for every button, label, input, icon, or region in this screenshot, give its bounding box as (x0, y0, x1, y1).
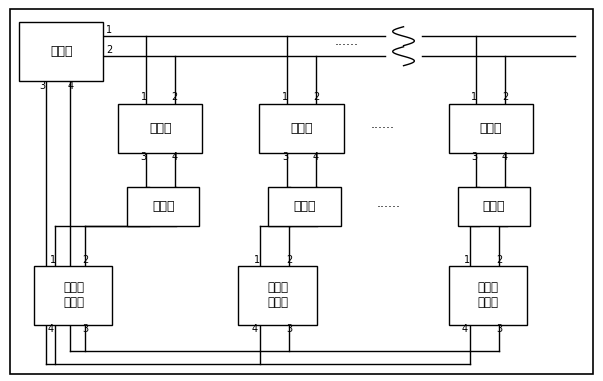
Text: 1: 1 (254, 255, 260, 265)
Text: 1: 1 (471, 92, 477, 102)
Text: 地暖控
制单元: 地暖控 制单元 (63, 282, 84, 309)
Text: 3: 3 (82, 324, 88, 334)
Text: 3: 3 (286, 324, 292, 334)
Bar (449, 266, 526, 325)
Bar (238, 266, 317, 325)
Text: 1: 1 (106, 25, 112, 35)
Text: 4: 4 (251, 324, 258, 334)
Text: 4: 4 (502, 152, 508, 162)
Text: 1: 1 (464, 255, 470, 265)
Bar (259, 104, 344, 153)
Bar (268, 187, 341, 226)
Bar (34, 266, 112, 325)
Text: 3: 3 (39, 82, 45, 91)
Bar (118, 104, 203, 153)
Text: 室内机: 室内机 (149, 122, 172, 134)
Text: ······: ······ (335, 40, 359, 53)
Text: 3: 3 (282, 152, 288, 162)
Text: 3: 3 (496, 324, 502, 334)
Text: 2: 2 (502, 92, 508, 102)
Text: 线控器: 线控器 (293, 200, 316, 213)
Text: 室内机: 室内机 (290, 122, 313, 134)
Bar (19, 22, 104, 81)
Text: 室内机: 室内机 (479, 122, 502, 134)
Text: 3: 3 (471, 152, 477, 162)
Text: 4: 4 (172, 152, 178, 162)
Text: 2: 2 (313, 92, 319, 102)
Text: 2: 2 (106, 45, 112, 55)
Text: 2: 2 (172, 92, 178, 102)
Text: 4: 4 (462, 324, 468, 334)
Text: 4: 4 (68, 82, 74, 91)
Text: 2: 2 (286, 255, 292, 265)
Text: 地暖控
制单元: 地暖控 制单元 (267, 282, 288, 309)
Text: ······: ······ (376, 201, 400, 214)
Text: 1: 1 (282, 92, 288, 102)
Text: 2: 2 (496, 255, 502, 265)
Text: 室外机: 室外机 (50, 45, 72, 58)
Text: 3: 3 (140, 152, 147, 162)
Text: ······: ······ (370, 122, 394, 135)
Text: 4: 4 (313, 152, 319, 162)
Bar (458, 187, 529, 226)
Text: 1: 1 (50, 255, 56, 265)
Bar (449, 104, 532, 153)
Text: 线控器: 线控器 (152, 200, 175, 213)
Text: 地暖控
制单元: 地暖控 制单元 (477, 282, 498, 309)
Text: 线控器: 线控器 (482, 200, 505, 213)
Text: 4: 4 (48, 324, 54, 334)
Text: 1: 1 (140, 92, 147, 102)
Bar (127, 187, 200, 226)
Text: 2: 2 (82, 255, 89, 265)
